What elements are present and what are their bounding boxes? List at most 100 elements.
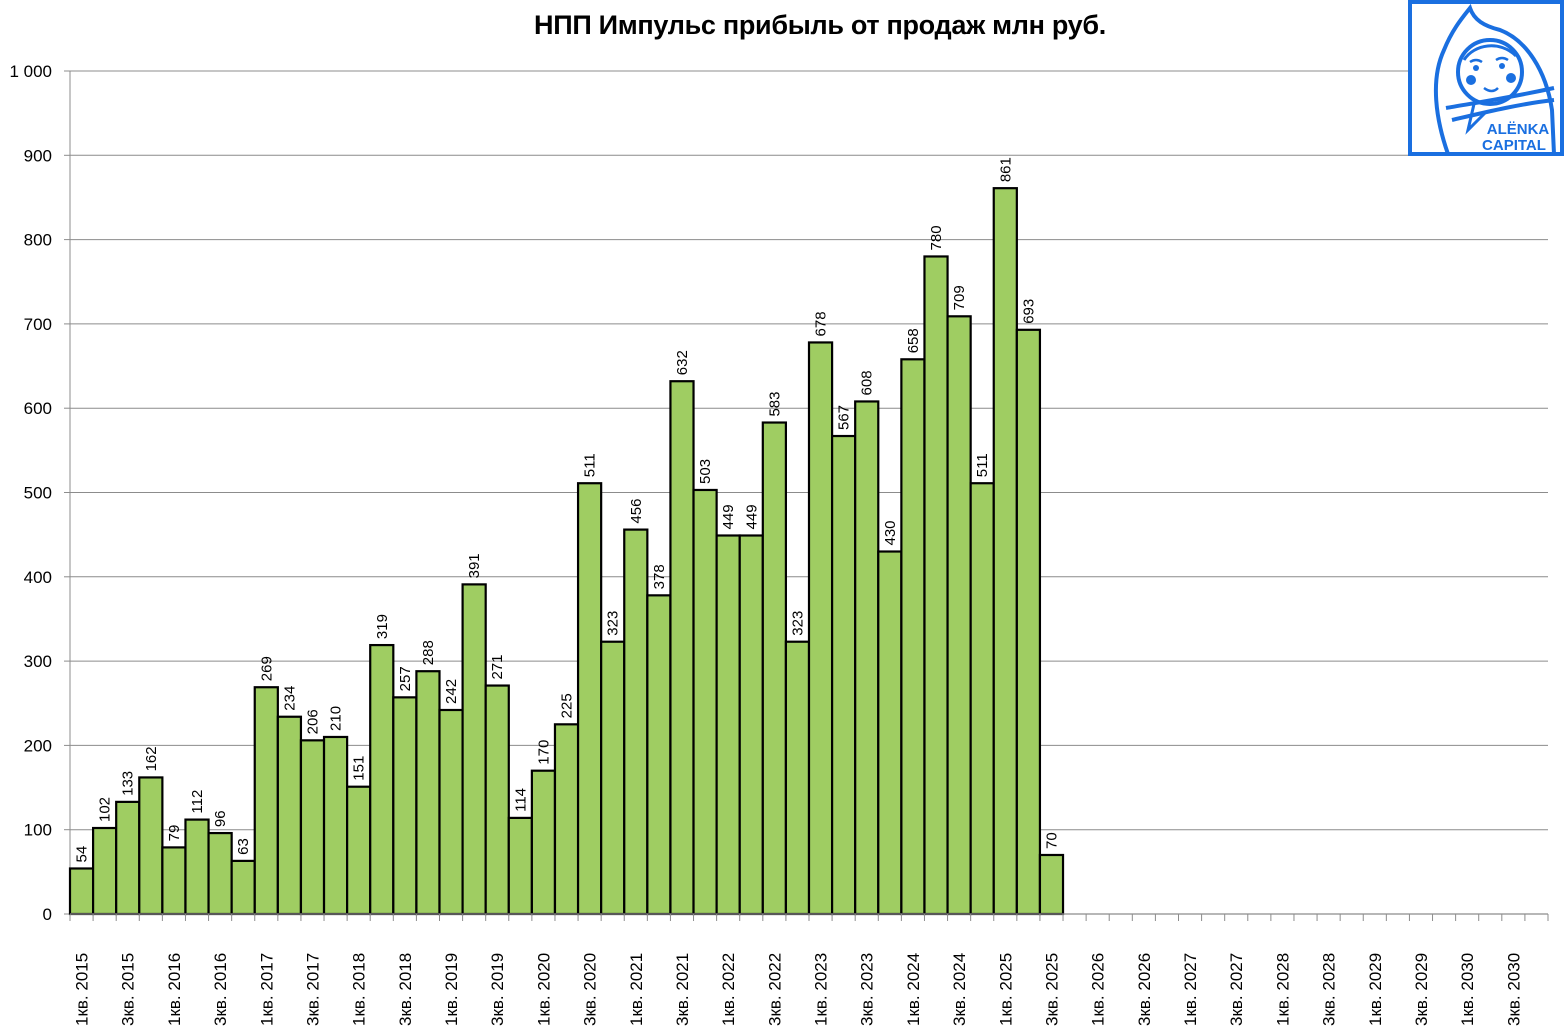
data-label: 391 [466, 553, 483, 578]
bar [115, 800, 141, 916]
x-tick-label: 1кв. 2030 [1458, 953, 1477, 1026]
bar [230, 859, 256, 916]
x-tick-label: 1кв. 2022 [719, 953, 738, 1026]
data-label: 151 [351, 756, 368, 781]
bar [415, 670, 441, 916]
data-label: 693 [1020, 299, 1037, 324]
data-label: 709 [951, 285, 968, 310]
x-tick-label: 1кв. 2021 [627, 953, 646, 1026]
data-label: 608 [859, 370, 876, 395]
data-label: 269 [258, 656, 275, 681]
bar [276, 715, 303, 916]
x-tick-label: 1кв. 2026 [1089, 953, 1108, 1026]
y-tick-label: 900 [24, 146, 52, 165]
data-label: 257 [397, 666, 414, 691]
x-tick-label: 3кв. 2020 [581, 953, 600, 1026]
bar [1015, 328, 1042, 916]
data-label: 780 [928, 225, 945, 250]
data-label: 378 [651, 564, 668, 589]
bar [854, 400, 880, 916]
x-tick-label: 1кв. 2020 [534, 953, 553, 1026]
bar [530, 769, 557, 916]
y-tick-label: 400 [24, 568, 52, 587]
bar [900, 358, 926, 916]
x-tick-label: 3кв. 2027 [1227, 953, 1246, 1026]
data-label: 234 [281, 686, 298, 711]
x-tick-label: 1кв. 2029 [1366, 953, 1385, 1026]
data-label: 323 [789, 611, 806, 636]
data-label: 114 [512, 788, 529, 812]
data-label: 225 [559, 693, 576, 718]
y-tick-label: 800 [24, 231, 52, 250]
bar [946, 315, 972, 916]
data-label: 70 [1043, 832, 1060, 849]
data-label: 210 [328, 706, 345, 731]
y-tick-label: 600 [24, 399, 52, 418]
data-label: 112 [189, 790, 206, 814]
y-axis: 0 100 200 300 400 500 600 700 800 900 1 000 [9, 62, 71, 924]
bar [807, 341, 834, 916]
data-label: 288 [420, 640, 437, 665]
data-label: 323 [605, 611, 622, 636]
y-tick-label: 200 [24, 736, 52, 755]
x-tick-label: 3кв. 2029 [1412, 953, 1431, 1026]
alenka-capital-logo: ALЁNKA CAPITAL [1408, 0, 1564, 156]
bar [253, 686, 279, 916]
x-tick-label: 3кв. 2019 [488, 953, 507, 1026]
x-tick-label: 1кв. 2028 [1273, 953, 1292, 1026]
data-label: 503 [697, 459, 714, 484]
bar [68, 867, 95, 916]
matryoshka-icon: ALЁNKA CAPITAL [1408, 0, 1564, 156]
bar [877, 550, 903, 916]
data-label: 861 [997, 157, 1014, 182]
x-tick-label: 1кв. 2019 [442, 953, 461, 1026]
data-label: 511 [582, 453, 599, 477]
data-label: 242 [443, 679, 460, 704]
bar [923, 255, 949, 916]
x-tick-label: 3кв. 2026 [1135, 953, 1154, 1026]
x-tick-label: 3кв. 2015 [119, 953, 138, 1026]
bar [669, 380, 695, 916]
data-label: 658 [905, 328, 922, 353]
bar [346, 785, 372, 916]
bar [438, 708, 464, 916]
data-label: 63 [235, 838, 252, 855]
bar [461, 583, 487, 916]
bar [784, 640, 811, 916]
bar [184, 818, 210, 916]
x-tick-label: 1кв. 2024 [904, 953, 923, 1026]
data-label: 96 [212, 810, 229, 827]
bar [576, 482, 603, 916]
data-labels: 54 102 133 162 79 112 96 63 269 234 206 210 151 319 25… [74, 157, 1061, 862]
x-tick-label: 3кв. 2022 [765, 953, 784, 1026]
y-tick-label: 1 000 [9, 62, 52, 81]
x-tick-label: 3кв. 2017 [303, 953, 322, 1026]
chart-title: НПП Импульс прибыль от продаж млн руб. [534, 10, 1106, 40]
bar [738, 534, 764, 916]
bars [68, 187, 1065, 916]
x-tick-label: 1кв. 2016 [165, 953, 184, 1026]
bar [761, 421, 788, 916]
x-tick-label: 3кв. 2016 [211, 953, 230, 1026]
y-tick-label: 100 [24, 821, 52, 840]
x-tick-label: 1кв. 2027 [1181, 953, 1200, 1026]
bar [91, 826, 118, 916]
x-tick-label: 3кв. 2018 [396, 953, 415, 1026]
data-label: 567 [836, 405, 853, 430]
bar [692, 488, 718, 916]
data-label: 79 [166, 825, 183, 842]
bar [969, 482, 995, 916]
bar [484, 684, 510, 916]
bar [992, 187, 1018, 916]
x-tick-label: 3кв. 2021 [673, 953, 692, 1026]
data-label: 632 [674, 350, 691, 375]
data-label: 456 [628, 499, 645, 524]
bar [161, 846, 187, 916]
x-tick-label: 3кв. 2024 [950, 953, 969, 1026]
x-tick-label: 3кв. 2028 [1320, 953, 1339, 1026]
data-label: 54 [74, 846, 91, 863]
data-label: 583 [766, 391, 783, 416]
y-tick-label: 300 [24, 652, 52, 671]
y-tick-label: 500 [24, 484, 52, 503]
